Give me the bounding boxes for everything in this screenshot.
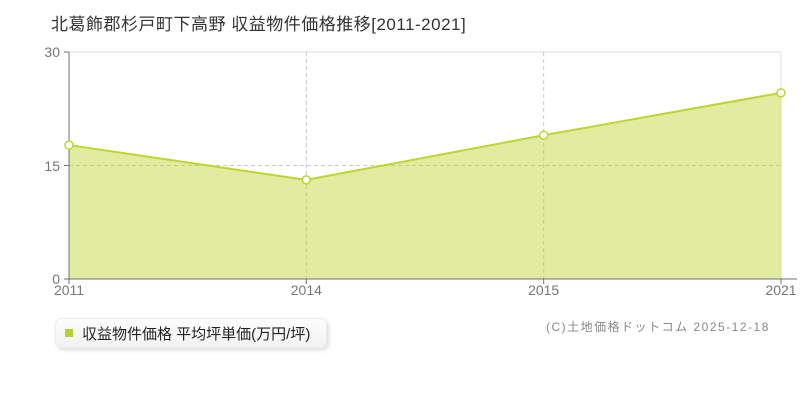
chart-title: 北葛飾郡杉戸町下高野 収益物件価格推移[2011-2021] (51, 15, 467, 34)
y-tick-label-0: 0 (52, 271, 60, 287)
data-point-2011 (64, 140, 74, 150)
x-tick-label-2014: 2014 (290, 282, 322, 298)
x-tick-label-2011: 2011 (53, 282, 85, 298)
legend-series-marker-icon (65, 329, 73, 337)
x-tick-label-2021: 2021 (765, 282, 797, 298)
data-point-2021 (776, 88, 786, 98)
series-area-fill (69, 92, 781, 279)
series-line (68, 91, 782, 181)
data-point-2014 (301, 175, 312, 185)
data-point-2015 (538, 130, 549, 140)
legend: 収益物件価格 平均坪単価(万円/坪) (55, 318, 328, 348)
copyright-text: (C)土地価格ドットコム 2025-12-18 (546, 320, 770, 334)
x-tick-label-2015: 2015 (528, 282, 560, 298)
y-tick-label-30: 30 (44, 44, 60, 60)
y-tick-label-15: 15 (44, 157, 60, 174)
legend-series-label: 収益物件価格 平均坪単価(万円/坪) (82, 325, 311, 343)
